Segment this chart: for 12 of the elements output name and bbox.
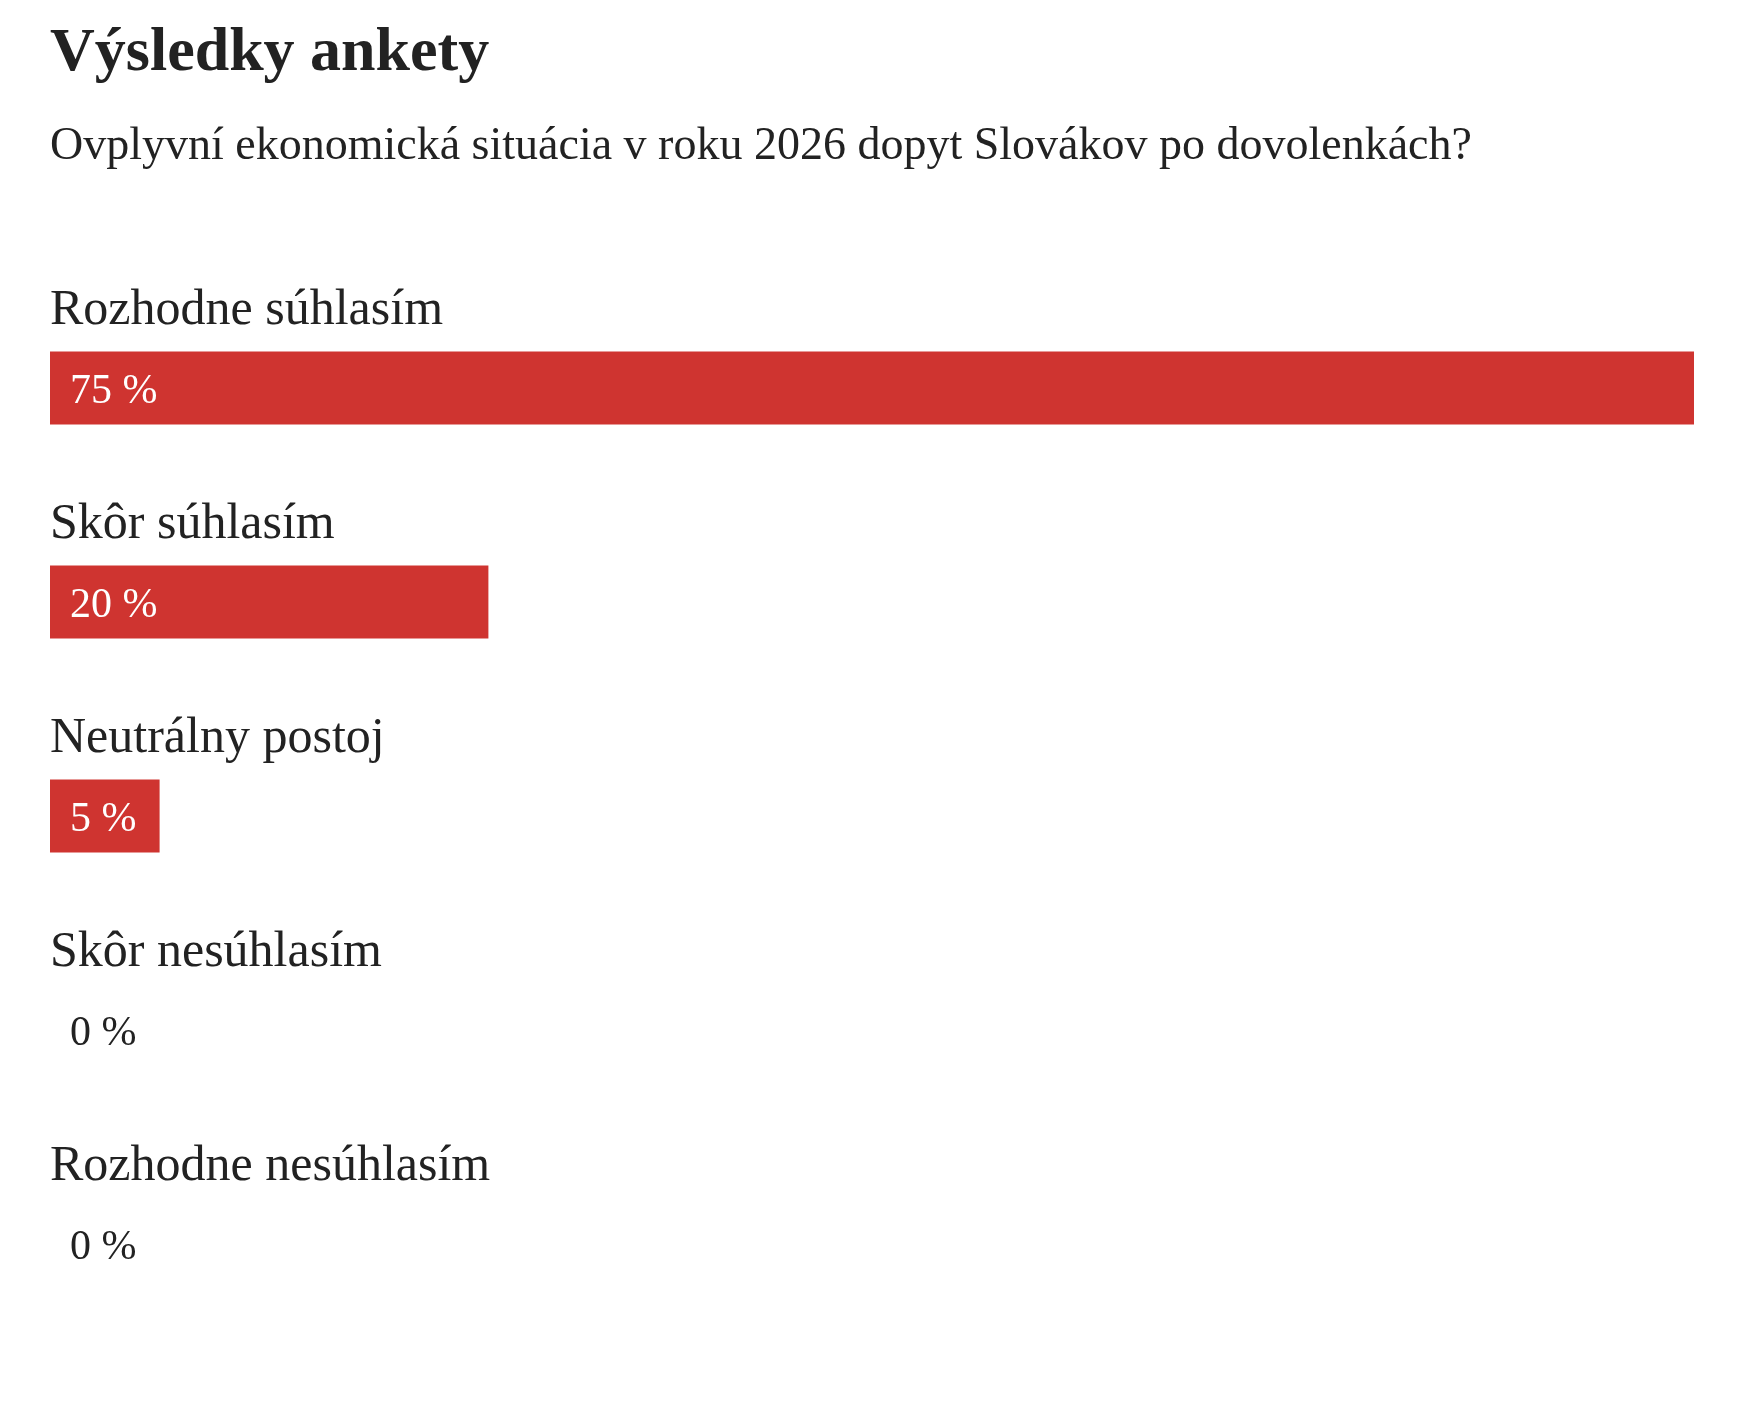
data-label: 75 % <box>70 366 158 412</box>
data-label: 0 % <box>70 1222 137 1268</box>
data-label: 5 % <box>70 794 137 840</box>
chart-title: Výsledky ankety <box>50 15 490 83</box>
y-tick-label: Neutrálny postoj <box>50 707 385 763</box>
data-label: 0 % <box>70 1008 137 1054</box>
y-tick-label: Rozhodne nesúhlasím <box>50 1135 491 1191</box>
y-tick-label: Rozhodne súhlasím <box>50 279 444 335</box>
y-tick-label: Skôr súhlasím <box>50 493 335 549</box>
y-tick-label: Skôr nesúhlasím <box>50 921 383 977</box>
data-label: 20 % <box>70 580 158 626</box>
chart-subtitle: Ovplyvní ekonomická situácia v roku 2026 dopyt Slovákov po dovolenkách? <box>50 118 1472 169</box>
